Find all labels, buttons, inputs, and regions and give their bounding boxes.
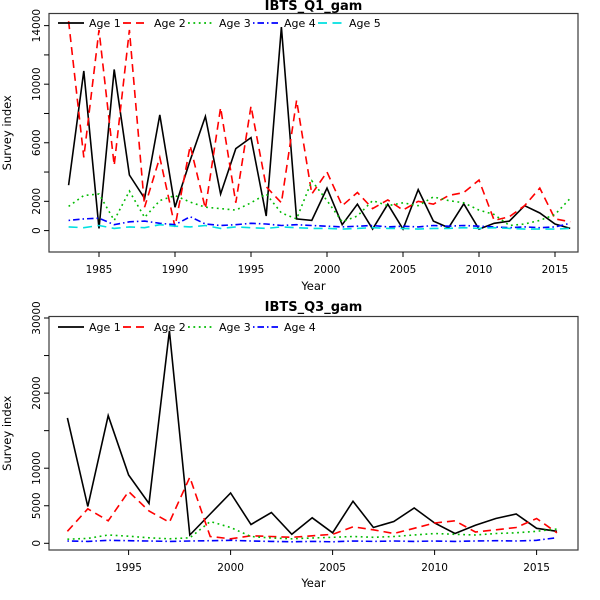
y-tick-label: 10000 bbox=[31, 67, 43, 100]
legend-label: Age 3 bbox=[219, 321, 251, 334]
x-tick-label: 2000 bbox=[314, 264, 341, 276]
chart-ibts-q1: IBTS_Q1_gam Year Survey index 0 2000 6000 1000… bbox=[0, 0, 579, 293]
series-line-age-1 bbox=[66, 330, 558, 537]
x-tick-label: 1990 bbox=[162, 264, 189, 276]
series-line-age-1 bbox=[67, 27, 571, 231]
series-line-age-2 bbox=[66, 475, 558, 540]
chart-ibts-q3: IBTS_Q3_gam Year Survey index 0 5000 10000 200… bbox=[0, 300, 579, 590]
x-tick-label: 2010 bbox=[466, 264, 493, 276]
y-tick-label: 5000 bbox=[31, 492, 43, 519]
y-tick-label: 0 bbox=[31, 540, 43, 547]
x-tick-label: 2015 bbox=[523, 562, 550, 574]
legend-label: Age 4 bbox=[284, 17, 316, 30]
y-axis-title: Survey index bbox=[0, 95, 14, 170]
x-tick-label: 1995 bbox=[115, 562, 142, 574]
x-tick-label: 1995 bbox=[238, 264, 265, 276]
series-line-age-2 bbox=[67, 21, 571, 228]
y-tick-label: 10000 bbox=[31, 451, 43, 484]
y-tick-label: 30000 bbox=[31, 301, 43, 334]
y-tick-label: 20000 bbox=[31, 376, 43, 409]
plot-box bbox=[48, 315, 579, 551]
x-tick-label: 2000 bbox=[217, 562, 244, 574]
x-tick-label: 2005 bbox=[390, 264, 417, 276]
chart-title: IBTS_Q1_gam bbox=[265, 0, 363, 14]
y-tick-label: 6000 bbox=[31, 129, 43, 156]
legend-label: Age 5 bbox=[349, 17, 381, 30]
legend-label: Age 4 bbox=[284, 321, 316, 334]
series-line-age-5 bbox=[68, 223, 571, 230]
series-line-age-3 bbox=[67, 520, 558, 540]
x-tick-label: 1985 bbox=[86, 264, 113, 276]
x-axis-title: Year bbox=[300, 279, 326, 293]
y-tick-label: 14000 bbox=[31, 9, 43, 42]
y-axis-title: Survey index bbox=[0, 395, 14, 470]
chart-title: IBTS_Q3_gam bbox=[265, 300, 363, 315]
legend-label: Age 2 bbox=[154, 17, 186, 30]
y-tick-label: 0 bbox=[31, 227, 43, 234]
plot-box bbox=[48, 12, 579, 253]
y-tick-label: 2000 bbox=[31, 188, 43, 215]
legend-label: Age 1 bbox=[89, 321, 121, 334]
x-tick-label: 2015 bbox=[542, 264, 569, 276]
legend-label: Age 2 bbox=[154, 321, 186, 334]
legend-label: Age 3 bbox=[219, 17, 251, 30]
legend-label: Age 1 bbox=[89, 17, 121, 30]
x-tick-label: 2010 bbox=[421, 562, 448, 574]
series-line-age-4 bbox=[68, 215, 571, 229]
series-line-age-4 bbox=[67, 536, 558, 543]
x-tick-label: 2005 bbox=[319, 562, 346, 574]
x-axis-title: Year bbox=[300, 576, 326, 590]
